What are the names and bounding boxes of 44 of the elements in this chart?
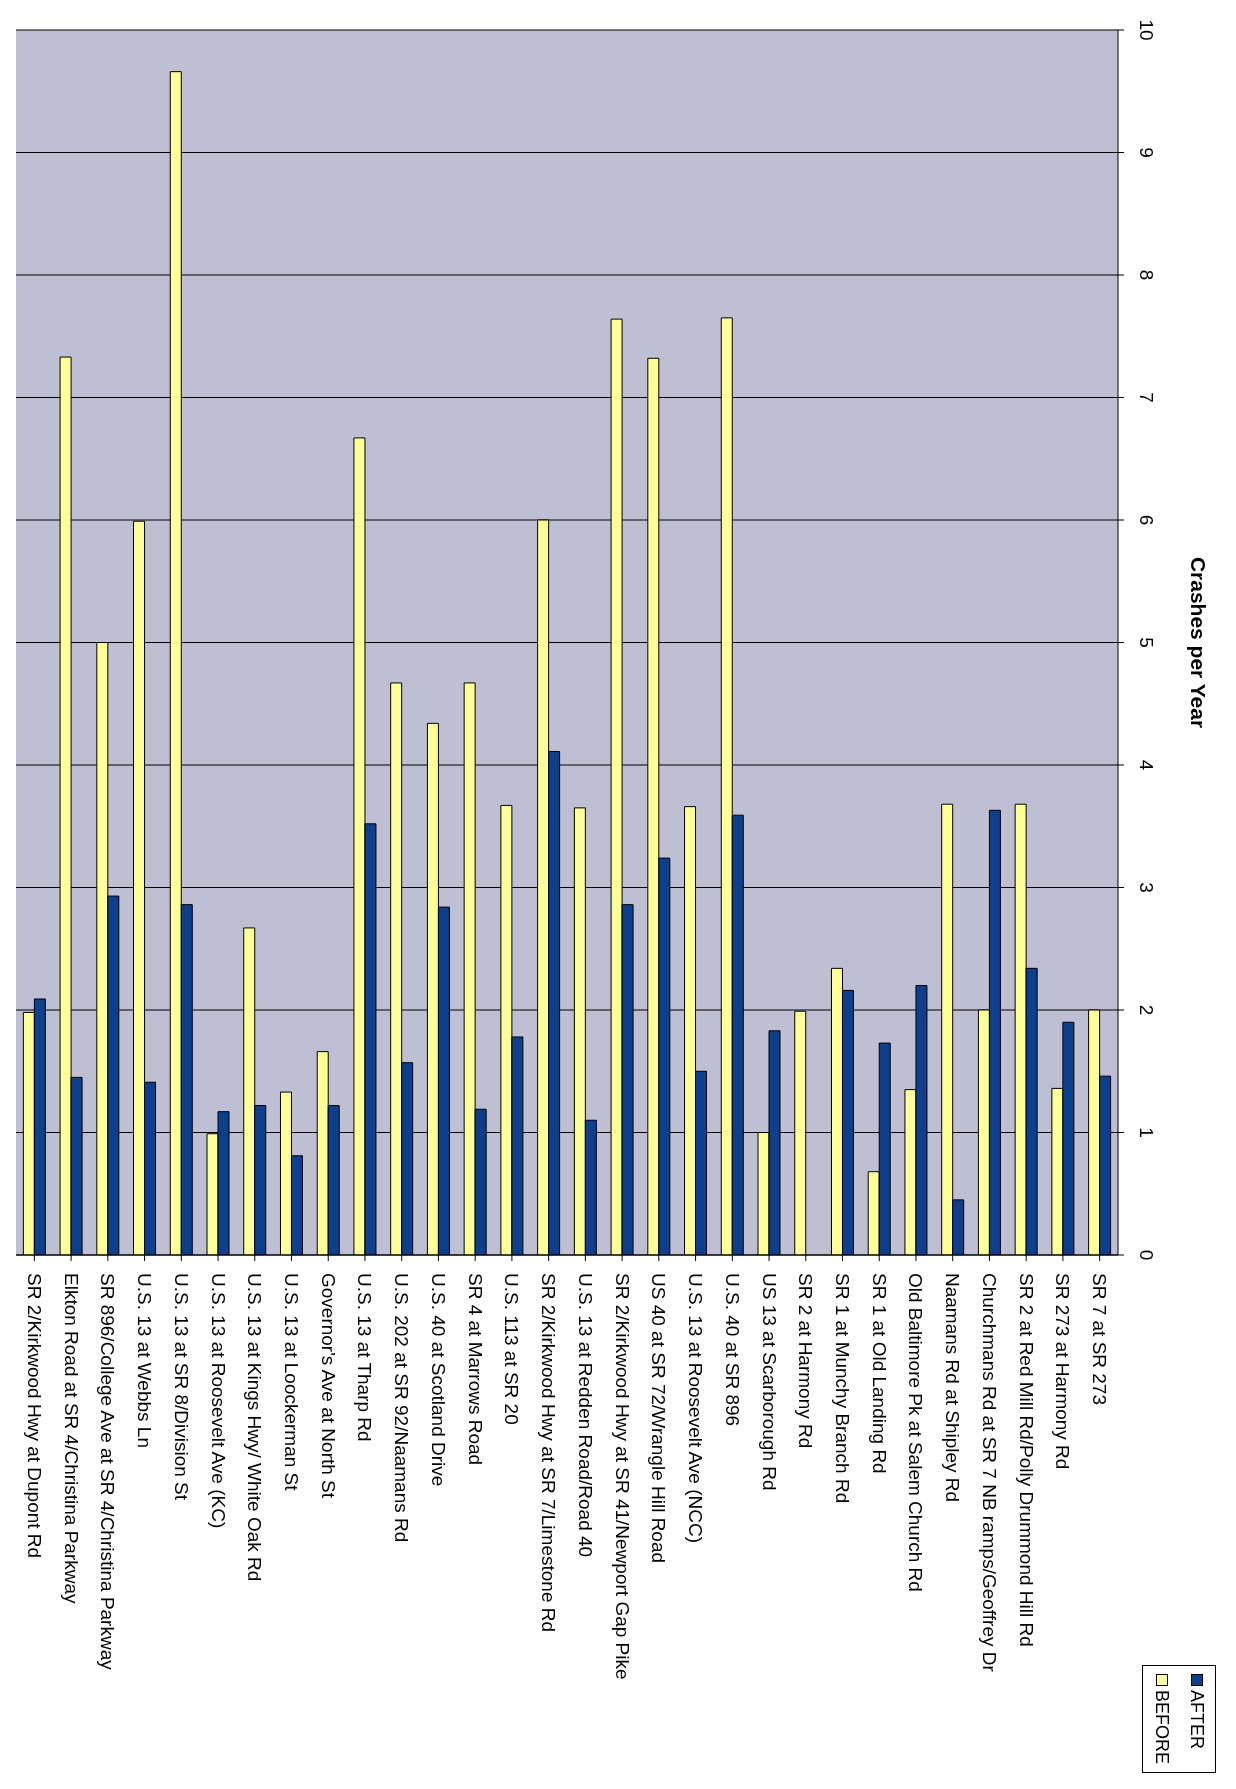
y-tick-label: 9: [1135, 147, 1157, 158]
y-tick-label: 3: [1135, 882, 1157, 893]
x-tick-label: U.S. 13 at Roosevelt Ave (NCC): [685, 1273, 707, 1543]
x-tick-label: U.S. 13 at Redden Road/Road 40: [574, 1273, 596, 1558]
x-tick-label: U.S. 40 at Scotland Drive: [427, 1273, 449, 1487]
x-tick-label: SR 1 at Munchy Branch Rd: [832, 1273, 853, 1504]
x-tick-label: Elkton Road at SR 4/Christina Parkway: [60, 1273, 82, 1605]
y-tick-label: 4: [1135, 759, 1157, 771]
x-tick-label: Governor's Ave at North St: [317, 1273, 339, 1499]
x-tick-label: SR 2 at Red Mill Rd/Polly Drummond Hill Rd: [1015, 1273, 1037, 1647]
x-tick-label: U.S. 40 at SR 896: [721, 1273, 743, 1427]
x-tick-label: SR 2/Kirkwood Hwy at SR 7/Limestone Rd: [538, 1273, 560, 1633]
x-tick-label: U.S. 13 at Webbs Ln: [134, 1273, 156, 1448]
x-tick-label: SR 4 at Marrows Road: [464, 1273, 486, 1466]
x-tick-label: SR 896/College Ave at SR 4/Christina Parkway: [97, 1273, 119, 1671]
x-tick-label: SR 1 at Old Landing Rd: [868, 1273, 890, 1474]
x-tick-label: US 40 at SR 72/Wrangle Hill Road: [648, 1273, 670, 1564]
x-tick-label: Old Baltimore Pk at Salem Church Rd: [905, 1273, 927, 1592]
x-tick-label: U.S. 13 at Tharp Rd: [354, 1273, 376, 1442]
x-tick-label: SR 2/Kirkwood Hwy at SR 41/Newport Gap Pike: [611, 1273, 633, 1680]
y-tick-label: 7: [1135, 392, 1157, 403]
x-tick-label: U.S. 13 at SR 8/Division St: [170, 1273, 192, 1501]
x-tick-label: Naamans Rd at Shipley Rd: [942, 1273, 964, 1503]
x-tick-label: Churchmans Rd at SR 7 NB ramps/Geoffrey Dr: [978, 1273, 1000, 1673]
x-tick-label: US 13 at Scarborough Rd: [758, 1273, 780, 1491]
x-tick-label: U.S. 13 at Roosevelt Ave (KC): [207, 1273, 229, 1529]
y-tick-label: 10: [1135, 19, 1157, 41]
y-tick-label: 8: [1135, 269, 1157, 281]
y-tick-label: 2: [1135, 1004, 1157, 1016]
x-tick-label: U.S. 202 at SR 92/Naamans Rd: [391, 1273, 413, 1543]
x-tick-label: SR 7 at SR 273: [1089, 1273, 1111, 1406]
y-tick-label: 1: [1135, 1127, 1157, 1138]
x-tick-label: SR 2/Kirkwood Hwy at Dupont Rd: [23, 1273, 45, 1559]
x-tick-label: U.S. 113 at SR 20: [501, 1273, 523, 1425]
y-tick-label: 5: [1135, 637, 1157, 648]
x-tick-label: SR 2 at Harmony Rd: [795, 1273, 817, 1449]
legend-label: AFTER: [1186, 1689, 1207, 1749]
legend-label: BEFORE: [1151, 1689, 1172, 1764]
x-tick-label: U.S. 13 at Kings Hwy/ White Oak Rd: [244, 1273, 266, 1582]
y-tick-label: 6: [1135, 514, 1157, 526]
x-tick-label: SR 273 at Harmony Rd: [1052, 1273, 1074, 1470]
x-tick-label: U.S. 13 at Loockerman St: [281, 1273, 302, 1492]
y-axis-title: Crashes per Year: [1186, 556, 1210, 729]
y-tick-label: 0: [1135, 1249, 1157, 1261]
